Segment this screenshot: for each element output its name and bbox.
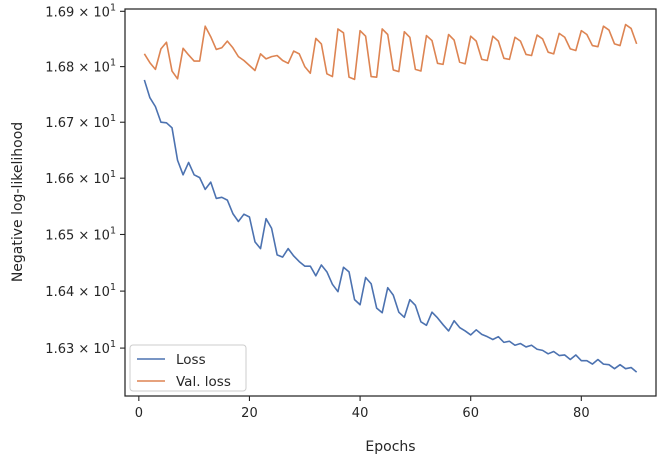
y-tick-label: 1.65 × 101 <box>45 225 116 243</box>
y-axis-label: Negative log-likelihood <box>10 122 26 282</box>
y-tick-label: 1.63 × 101 <box>45 339 116 357</box>
y-axis: 1.63 × 101 1.64 × 101 1.65 × 101 1.66 × 101… <box>45 2 125 357</box>
y-tick-label: 1.68 × 101 <box>45 58 116 76</box>
x-tick-label: 20 <box>241 406 258 421</box>
legend-label-val-loss: Val. loss <box>176 374 231 390</box>
y-tick-label: 1.64 × 101 <box>45 282 116 300</box>
y-tick-label: 1.69 × 101 <box>45 2 116 20</box>
x-axis-label: Epochs <box>365 439 415 455</box>
legend: Loss Val. loss <box>129 344 247 392</box>
x-tick-label: 40 <box>352 406 369 421</box>
y-tick-label: 1.67 × 101 <box>45 113 116 131</box>
plot-lines <box>143 23 638 373</box>
x-tick-label: 80 <box>573 406 590 421</box>
x-tick-label: 60 <box>462 406 479 421</box>
legend-label-loss: Loss <box>176 352 206 368</box>
plot-frame <box>124 8 657 397</box>
x-axis: 0 20 40 60 80 <box>135 396 590 421</box>
series-line-0 <box>143 79 638 373</box>
y-tick-label: 1.66 × 101 <box>45 169 116 187</box>
series-line-1 <box>143 23 638 81</box>
x-tick-label: 0 <box>135 406 143 421</box>
legend-box <box>129 344 247 392</box>
